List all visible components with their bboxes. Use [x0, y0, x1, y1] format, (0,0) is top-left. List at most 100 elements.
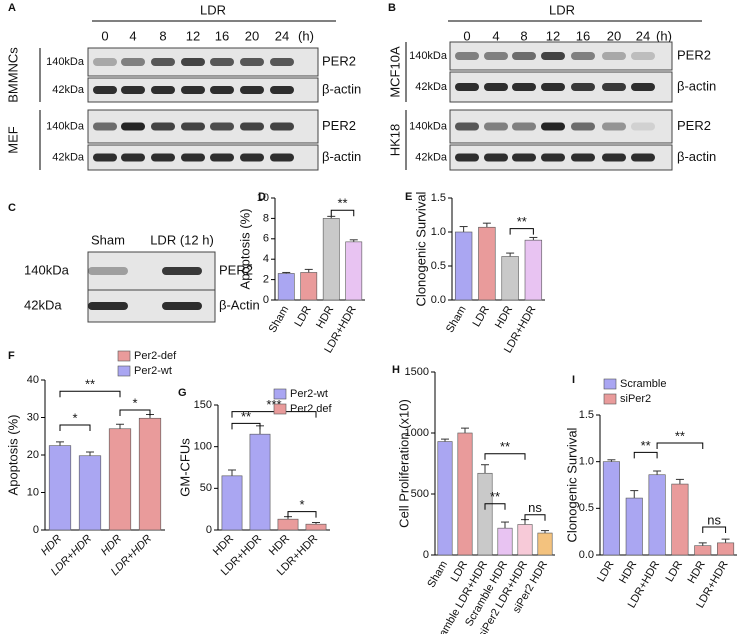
treatment-label: LDR: [200, 2, 226, 17]
blot-band: [240, 86, 264, 94]
blot-band: [240, 58, 264, 66]
significance-bracket: [484, 503, 506, 510]
bar: [671, 483, 689, 556]
lane-label: 0: [101, 28, 108, 43]
kda-label: 140kDa: [46, 56, 85, 68]
protein-label: PER2: [322, 53, 356, 68]
blot-band: [631, 153, 655, 162]
blot-band: [181, 122, 205, 131]
y-tick-label: 20: [27, 449, 39, 461]
protein-label: PER2: [677, 47, 711, 62]
significance-label: *: [299, 497, 304, 512]
lane-label: 20: [607, 28, 621, 43]
significance-bracket: [59, 424, 91, 431]
protein-label: PER2: [219, 262, 253, 277]
x-tick-label: HDR: [314, 304, 336, 331]
y-tick-label: 8: [263, 212, 269, 224]
kda-label: 42kDa: [52, 151, 85, 163]
panel-letter: D: [258, 191, 266, 203]
significance-bracket: [524, 514, 546, 521]
significance-label: *: [132, 395, 137, 410]
blot-band: [455, 52, 479, 60]
significance-label: **: [517, 214, 527, 229]
kda-label: 42kDa: [52, 84, 85, 96]
blot-band: [455, 83, 479, 91]
significance-bracket: [59, 390, 121, 398]
blot-band: [602, 52, 626, 60]
protein-label: β-actin: [322, 149, 361, 164]
y-tick-label: 0: [206, 524, 212, 536]
y-tick-label: 0: [263, 294, 269, 306]
legend-label: Per2-def: [134, 350, 177, 362]
blot-band: [121, 58, 145, 66]
x-tick-label: LDR: [595, 559, 616, 584]
y-tick-label: 4: [263, 253, 269, 265]
blot-band: [571, 52, 595, 60]
y-tick-label: 2: [263, 274, 269, 286]
lane-label: 4: [129, 28, 136, 43]
cell-line-label: MCF10A: [387, 46, 402, 98]
blot-band: [181, 153, 205, 162]
blot-band: [210, 122, 234, 131]
blot-band: [240, 153, 264, 162]
y-axis-label: Apoptosis (%): [237, 209, 252, 290]
significance-bracket: [509, 228, 534, 235]
bar: [517, 524, 533, 556]
cell-line-label: HK18: [387, 124, 402, 157]
bar: [108, 428, 132, 531]
x-tick-label: HDR: [617, 559, 639, 586]
blot-band: [571, 83, 595, 91]
kda-label: 42kDa: [415, 151, 448, 163]
blot-band: [270, 58, 294, 66]
blot-band: [270, 153, 294, 162]
x-tick-label: LDR: [471, 304, 492, 329]
bar: [138, 417, 162, 531]
treatment-label: LDR: [549, 2, 575, 17]
x-tick-label: Sham: [444, 304, 469, 335]
x-tick-label: HDR: [493, 304, 515, 331]
blot-band: [631, 52, 655, 60]
kda-label: 42kDa: [24, 297, 62, 312]
blot-band: [602, 153, 626, 162]
significance-label: **: [490, 489, 500, 504]
blot-band: [210, 58, 234, 66]
panel-letter: I: [572, 374, 575, 386]
bar: [501, 256, 519, 301]
bar: [537, 532, 553, 556]
kda-label: 140kDa: [409, 120, 448, 132]
lane-label: 4: [492, 28, 499, 43]
bar: [478, 226, 496, 301]
panel-letter: B: [388, 2, 396, 14]
kda-label: 140kDa: [46, 120, 85, 132]
bar: [625, 497, 643, 556]
significance-bracket: [484, 453, 526, 460]
significance-label: ns: [707, 512, 721, 527]
legend-swatch: [603, 393, 617, 405]
significance-bracket: [633, 451, 658, 459]
legend-swatch: [117, 365, 131, 377]
protein-label: β-Actin: [219, 297, 260, 312]
bar: [524, 239, 543, 301]
bar: [277, 518, 299, 531]
lane-label: 12: [186, 28, 200, 43]
bar: [454, 231, 473, 301]
blot-band: [93, 58, 117, 66]
blot-band: [455, 153, 479, 162]
blot-band: [484, 122, 508, 131]
blot-band: [484, 153, 508, 162]
x-tick-label: HDR: [686, 559, 708, 586]
y-tick-label: 0.0: [579, 549, 594, 561]
legend-label: siPer2: [620, 393, 651, 405]
y-tick-label: 1.5: [579, 409, 594, 421]
bar: [345, 241, 363, 301]
panel-letter: H: [392, 364, 400, 376]
x-tick-label: LDR: [292, 304, 313, 329]
y-tick-label: 1500: [405, 366, 429, 378]
y-tick-label: 100: [194, 441, 212, 453]
blot-band: [151, 58, 175, 66]
blot-band: [270, 122, 294, 131]
lane-unit: (h): [656, 28, 672, 43]
y-tick-label: 1.5: [431, 192, 446, 204]
lane-label: 8: [159, 28, 166, 43]
